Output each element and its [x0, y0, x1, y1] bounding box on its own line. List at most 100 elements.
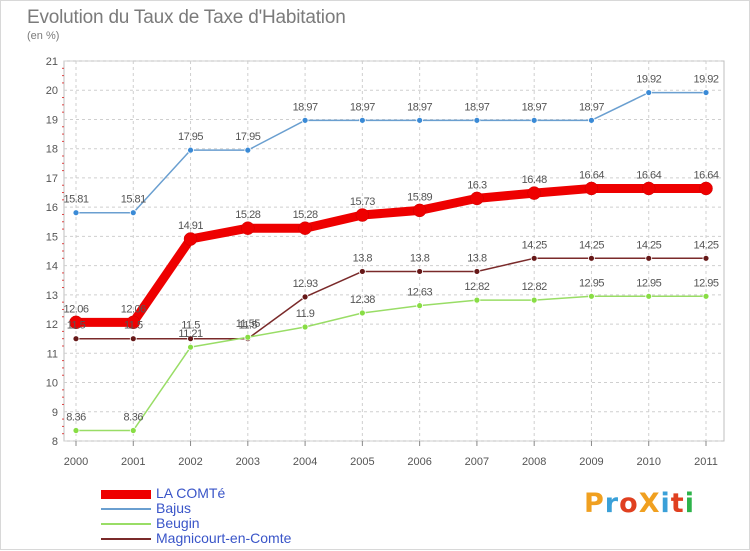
logo-letter: i: [660, 488, 671, 519]
data-label: 12.63: [407, 287, 432, 299]
x-tick-label: 2008: [522, 456, 546, 468]
data-label: 11.21: [178, 328, 203, 340]
data-point: [358, 268, 366, 275]
data-point: [183, 232, 198, 246]
data-label: 14.25: [693, 239, 718, 251]
chart-subtitle: (en %): [27, 30, 60, 42]
data-label: 8.36: [124, 411, 144, 423]
logo-letter: r: [604, 488, 620, 519]
data-label: 18.97: [407, 101, 432, 113]
y-tick-label: 19: [46, 114, 58, 126]
data-point: [645, 254, 653, 262]
data-label: 18.97: [350, 101, 375, 113]
data-point: [187, 343, 194, 351]
data-label: 12.95: [636, 277, 661, 289]
data-label: 13.8: [467, 252, 487, 264]
y-tick-label: 11: [47, 348, 58, 360]
data-point: [588, 116, 595, 124]
legend-swatch: [101, 508, 151, 510]
logo-letter: t: [670, 488, 685, 519]
x-tick-label: 2002: [178, 456, 202, 468]
logo-letter: i: [684, 488, 695, 519]
data-label: 15.28: [235, 209, 260, 221]
data-label: 11.5: [181, 320, 200, 332]
data-label: 18.97: [522, 101, 547, 113]
series-line-1: [75, 91, 707, 214]
data-point: [473, 268, 481, 275]
data-label: 15.28: [293, 209, 318, 221]
data-point: [641, 181, 656, 196]
data-label: 13.8: [410, 252, 430, 264]
data-label: 12.95: [579, 277, 604, 289]
series-line-3: [75, 257, 707, 340]
data-point: [301, 323, 309, 331]
data-label: 8.36: [66, 411, 86, 423]
data-label: 11.5: [239, 320, 258, 332]
x-tick-label: 2009: [579, 456, 603, 468]
legend-swatch: [101, 523, 151, 525]
data-point: [301, 293, 309, 301]
data-label: 14.25: [522, 239, 547, 251]
data-point: [241, 221, 255, 235]
y-tick-label: 21: [46, 56, 58, 68]
y-tick-label: 18: [46, 144, 58, 156]
x-tick-label: 2004: [293, 456, 317, 468]
data-point: [584, 181, 599, 196]
y-tick-label: 9: [52, 407, 58, 419]
data-point: [473, 296, 481, 304]
plot-area: [63, 60, 725, 442]
data-label: 11.5: [67, 320, 86, 332]
data-label: 18.97: [579, 101, 604, 113]
legend-swatch: [101, 538, 151, 540]
y-tick-label: 15: [46, 231, 58, 243]
data-point: [530, 116, 538, 124]
data-label: 18.97: [293, 101, 318, 113]
data-point: [298, 221, 312, 235]
series-line-0: [71, 183, 711, 327]
data-label: 14.25: [636, 239, 661, 251]
x-tick-label: 2000: [64, 456, 88, 468]
x-tick-label: 2006: [407, 456, 431, 468]
data-label: 15.81: [121, 194, 146, 206]
x-tick-label: 2007: [465, 456, 489, 468]
data-point: [416, 302, 424, 310]
x-tick-label: 2005: [350, 456, 374, 468]
data-point: [72, 335, 80, 343]
data-label: 13.8: [353, 252, 373, 264]
data-point: [301, 116, 309, 124]
y-tick-label: 13: [46, 290, 58, 302]
data-point: [69, 315, 83, 330]
data-label: 12.93: [293, 278, 318, 290]
legend-label: Magnicourt-en-Comte: [156, 530, 292, 546]
data-point: [470, 191, 484, 206]
data-point: [412, 203, 427, 218]
data-label: 19.92: [693, 74, 718, 86]
data-label: 12.06: [121, 303, 146, 315]
data-label: 19.92: [636, 74, 661, 86]
data-point: [416, 268, 424, 275]
data-label: 12.95: [693, 277, 718, 289]
legend-label: LA COMTé: [156, 485, 226, 501]
data-label: 14.25: [579, 239, 604, 251]
data-point: [187, 335, 194, 343]
data-label: 16.64: [636, 169, 661, 181]
chart-title: Evolution du Taux de Taxe d'Habitation: [27, 7, 346, 28]
x-tick-label: 2010: [636, 456, 660, 468]
data-point: [645, 292, 653, 300]
data-label: 15.73: [350, 196, 375, 208]
data-point: [530, 254, 538, 262]
y-tick-label: 12: [46, 319, 58, 331]
x-tick-label: 2003: [236, 456, 260, 468]
logo-letter: o: [619, 488, 639, 519]
data-label: 12.38: [350, 294, 375, 306]
logo-letter: P: [584, 488, 605, 519]
data-point: [129, 427, 137, 434]
data-label: 17.95: [235, 131, 260, 143]
data-point: [129, 209, 137, 217]
data-point: [473, 116, 481, 124]
y-tick-label: 16: [46, 202, 58, 214]
data-point: [244, 333, 252, 341]
data-label: 17.95: [178, 131, 203, 143]
